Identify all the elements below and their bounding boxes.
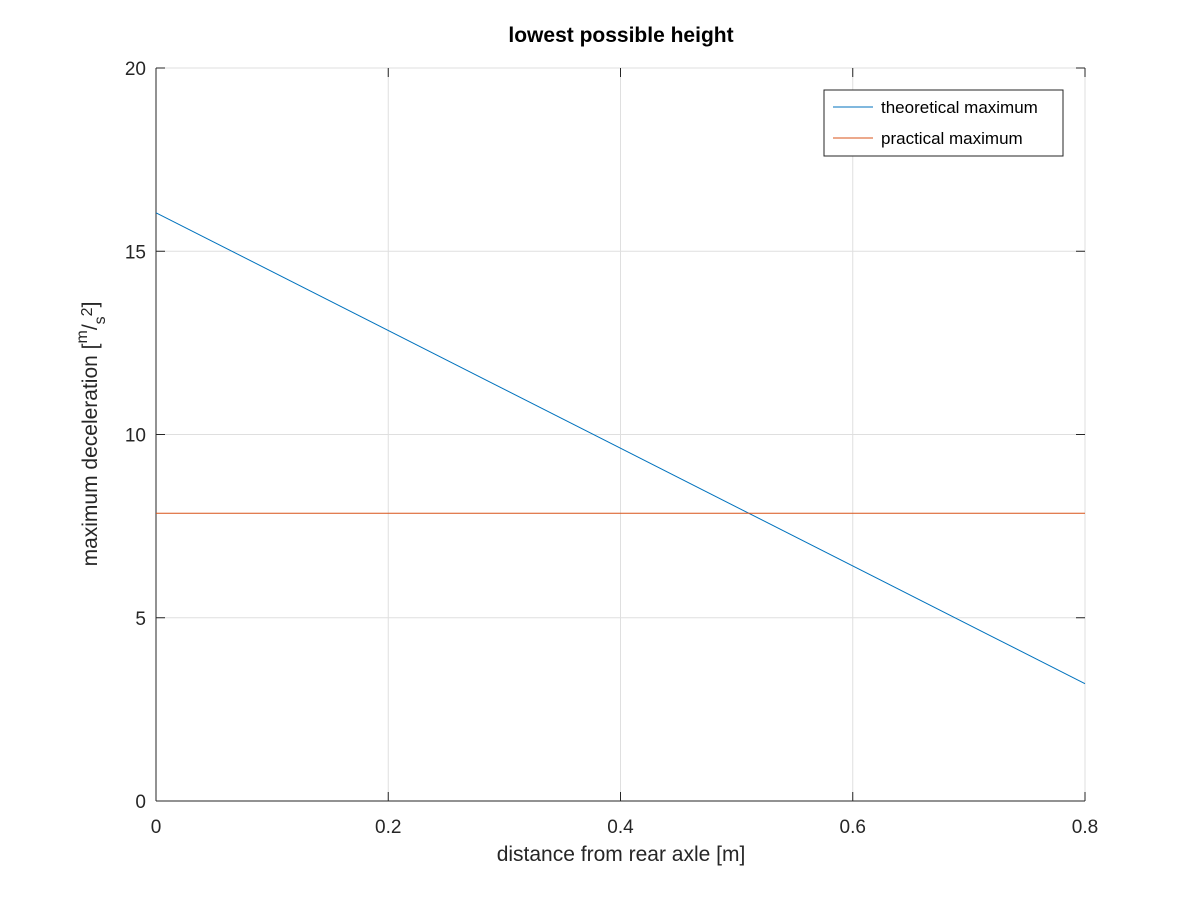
y-axis-label-prefix: maximum deceleration [ — [79, 343, 102, 566]
legend-box — [823, 89, 1064, 157]
y-axis-label-suffix: ] — [79, 302, 102, 308]
y-axis-label-unit-slash: / — [79, 324, 102, 330]
x-tick-label: 0.6 — [840, 817, 866, 838]
y-tick-label: 0 — [135, 792, 146, 813]
series-line-theoretical-maximum — [155, 212, 1086, 685]
legend-entry-practical-maximum: practical maximum — [881, 129, 1023, 148]
x-axis-label: distance from rear axle [m] — [497, 843, 746, 866]
y-axis-label: maximum deceleration [m/s2] — [74, 302, 109, 567]
y-tick-label: 15 — [125, 242, 146, 263]
y-tick-label: 10 — [125, 426, 146, 447]
y-axis-label-unit-num: m — [74, 330, 91, 343]
x-tick-label: 0.2 — [375, 817, 401, 838]
x-tick-label: 0.4 — [607, 817, 634, 838]
grid-layer — [155, 67, 1086, 802]
y-axis-label-unit-den: s — [92, 316, 109, 324]
x-tick-label: 0 — [151, 817, 162, 838]
x-tick-label: 0.8 — [1072, 817, 1098, 838]
legend: theoretical maximum practical maximum — [823, 89, 1064, 157]
tick-label-layer: 0 0.2 0.4 0.6 0.8 0 5 10 15 20 — [125, 59, 1098, 838]
series-layer — [155, 212, 1086, 685]
y-tick-label: 5 — [135, 609, 146, 630]
axes-layer — [155, 67, 1086, 802]
y-axis-label-unit-exp: 2 — [79, 307, 96, 316]
y-tick-label: 20 — [125, 59, 146, 80]
chart-title: lowest possible height — [508, 24, 733, 47]
legend-entry-theoretical-maximum: theoretical maximum — [881, 98, 1038, 117]
